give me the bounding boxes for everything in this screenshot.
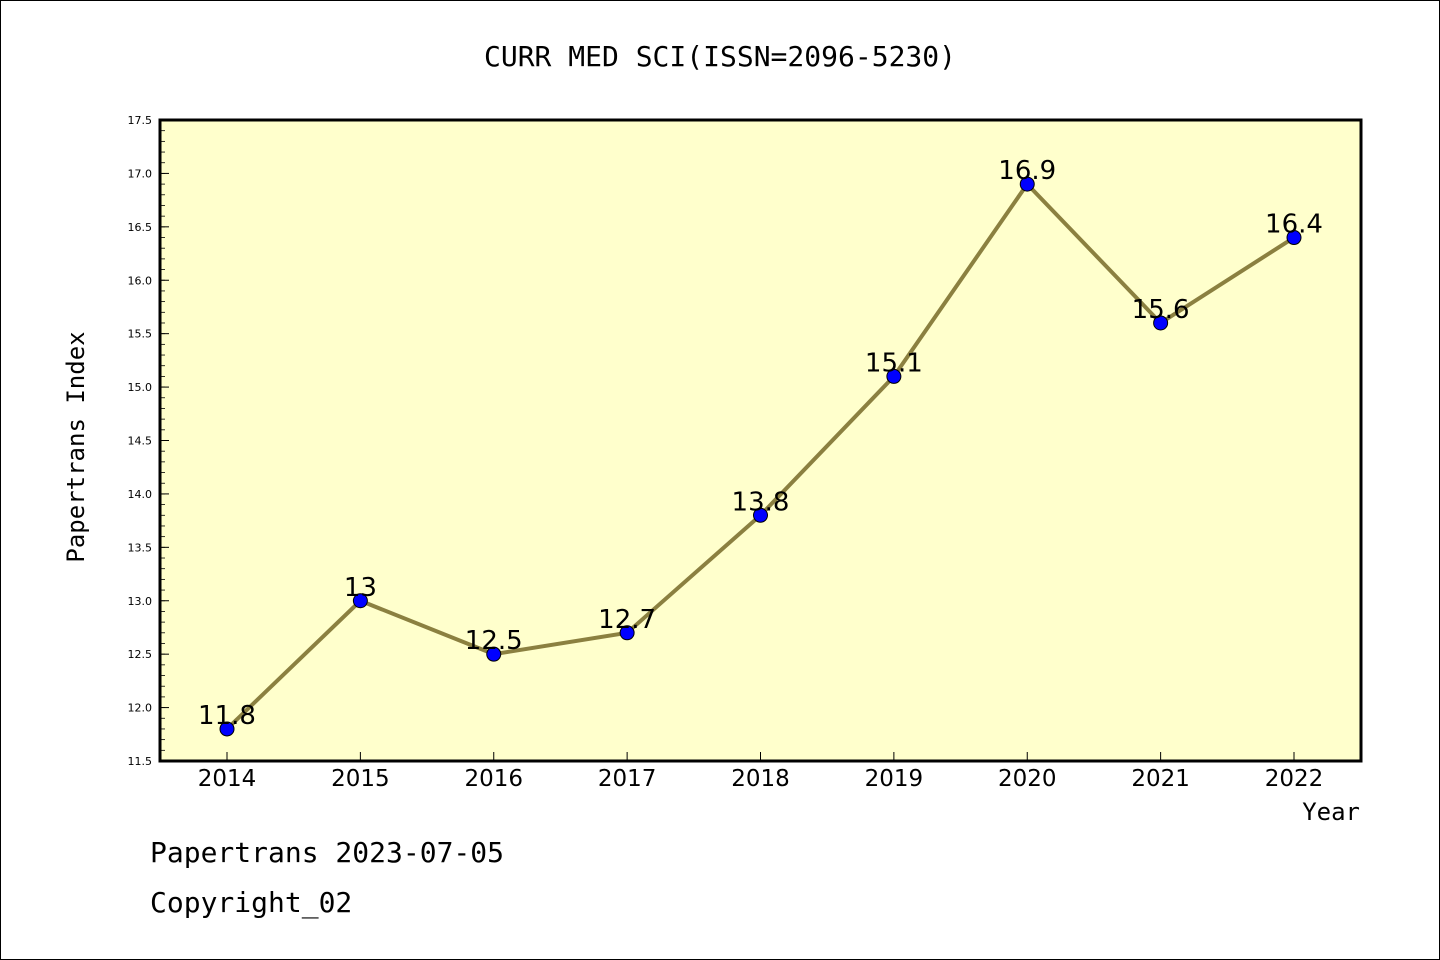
x-tick-label: 2016 [464,766,523,792]
y-tick-label: 16.0 [128,274,153,287]
data-point [753,507,768,523]
x-tick-label: 2017 [598,766,657,792]
data-label: 15.1 [865,348,923,378]
y-tick-label: 14.5 [128,435,153,448]
data-point [886,368,902,384]
data-point [486,646,502,662]
y-axis-label: Papertrans Index [62,331,90,562]
data-label: 15.6 [1132,295,1190,325]
x-tick-label: 2019 [865,766,924,792]
data-label: 16.9 [998,156,1056,186]
x-tick-label: 2020 [998,766,1057,792]
data-label: 16.4 [1265,210,1323,240]
footer-date-text: Papertrans 2023-07-05 [150,836,505,869]
data-labels: 11.8 13 12.5 12.7 13.8 15.1 16.9 15.6 16.4 [198,156,1323,731]
footer-copyright-text: Copyright_02 [150,886,353,919]
series-markers [219,176,1302,737]
data-point [219,721,235,737]
y-tick-label: 15.5 [128,328,153,341]
data-label: 12.5 [465,626,523,656]
y-tick-label: 13.0 [128,595,153,608]
x-tick-label: 2015 [331,766,390,792]
y-tick-label: 13.5 [128,541,153,554]
y-tick-label: 15.0 [128,381,153,394]
data-point [352,593,368,609]
y-tick-label: 14.0 [128,488,153,501]
x-tick-label: 2018 [731,766,790,792]
x-tick-label: 2022 [1265,766,1324,792]
data-label: 11.8 [198,701,256,731]
y-tick-label: 17.5 [128,114,153,127]
data-point [1019,176,1035,192]
x-axis-ticks: 2014 2015 2016 2017 2018 2019 2020 2021 2022 [198,752,1324,792]
y-tick-label: 12.0 [128,702,153,715]
data-label: 13 [344,573,377,603]
y-axis-ticks: 11.5 12.0 12.5 13.0 13.5 14.0 14.5 15.0 15.5 16.0… [128,114,169,768]
y-tick-label: 17.0 [128,167,153,180]
x-axis-label: Year [1302,798,1360,826]
y-tick-label: 11.5 [128,755,153,768]
x-tick-label: 2021 [1131,766,1190,792]
chart-title: CURR MED SCI(ISSN=2096-5230) [484,40,956,73]
data-label: 12.7 [598,605,656,635]
data-label: 13.8 [732,487,790,517]
y-tick-label: 12.5 [128,648,153,661]
data-point [619,625,635,641]
data-point [1153,315,1169,331]
x-tick-label: 2014 [198,766,257,792]
plot-area [158,118,1363,763]
y-tick-label: 16.5 [128,221,153,234]
data-point [1286,230,1302,246]
